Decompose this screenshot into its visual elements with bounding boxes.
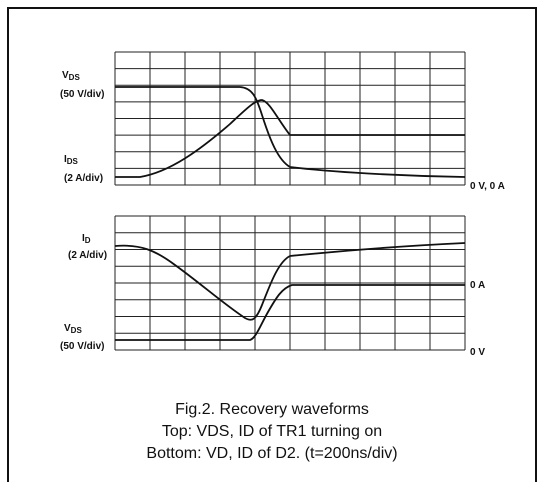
- label-sub: DS: [71, 326, 83, 335]
- zero-a-label: 0 A: [470, 280, 485, 291]
- ids-label: IDS: [64, 154, 79, 166]
- label-main: I: [82, 233, 85, 244]
- caption-line: Bottom: VD, ID of D2. (t=200ns/div): [146, 445, 397, 462]
- label-main: I: [64, 154, 67, 165]
- id-scale: (2 A/div): [68, 250, 107, 261]
- vds-label: VDS: [64, 323, 82, 335]
- vds-waveform: [115, 86, 466, 178]
- vds-label: VDS: [62, 70, 80, 82]
- id-waveform: [114, 242, 466, 321]
- label-sub: DS: [67, 157, 79, 166]
- frame: [7, 7, 537, 487]
- zero-label: 0 V, 0 A: [470, 181, 505, 192]
- vd-waveform: [115, 284, 465, 341]
- label-main: V: [62, 70, 69, 81]
- caption-line: Top: VDS, ID of TR1 turning on: [162, 423, 382, 440]
- grids: [114, 51, 466, 351]
- label-main: V: [64, 323, 71, 334]
- vds-scale: (50 V/div): [60, 89, 104, 100]
- ids-waveform: [115, 99, 465, 178]
- zero-v-label: 0 V: [470, 347, 485, 358]
- caption-line: Fig.2. Recovery waveforms: [175, 401, 369, 418]
- label-sub: D: [85, 236, 91, 245]
- vds-scale: (50 V/div): [60, 341, 104, 352]
- id-label: ID: [82, 233, 91, 245]
- ids-scale: (2 A/div): [64, 173, 103, 184]
- label-sub: DS: [69, 73, 81, 82]
